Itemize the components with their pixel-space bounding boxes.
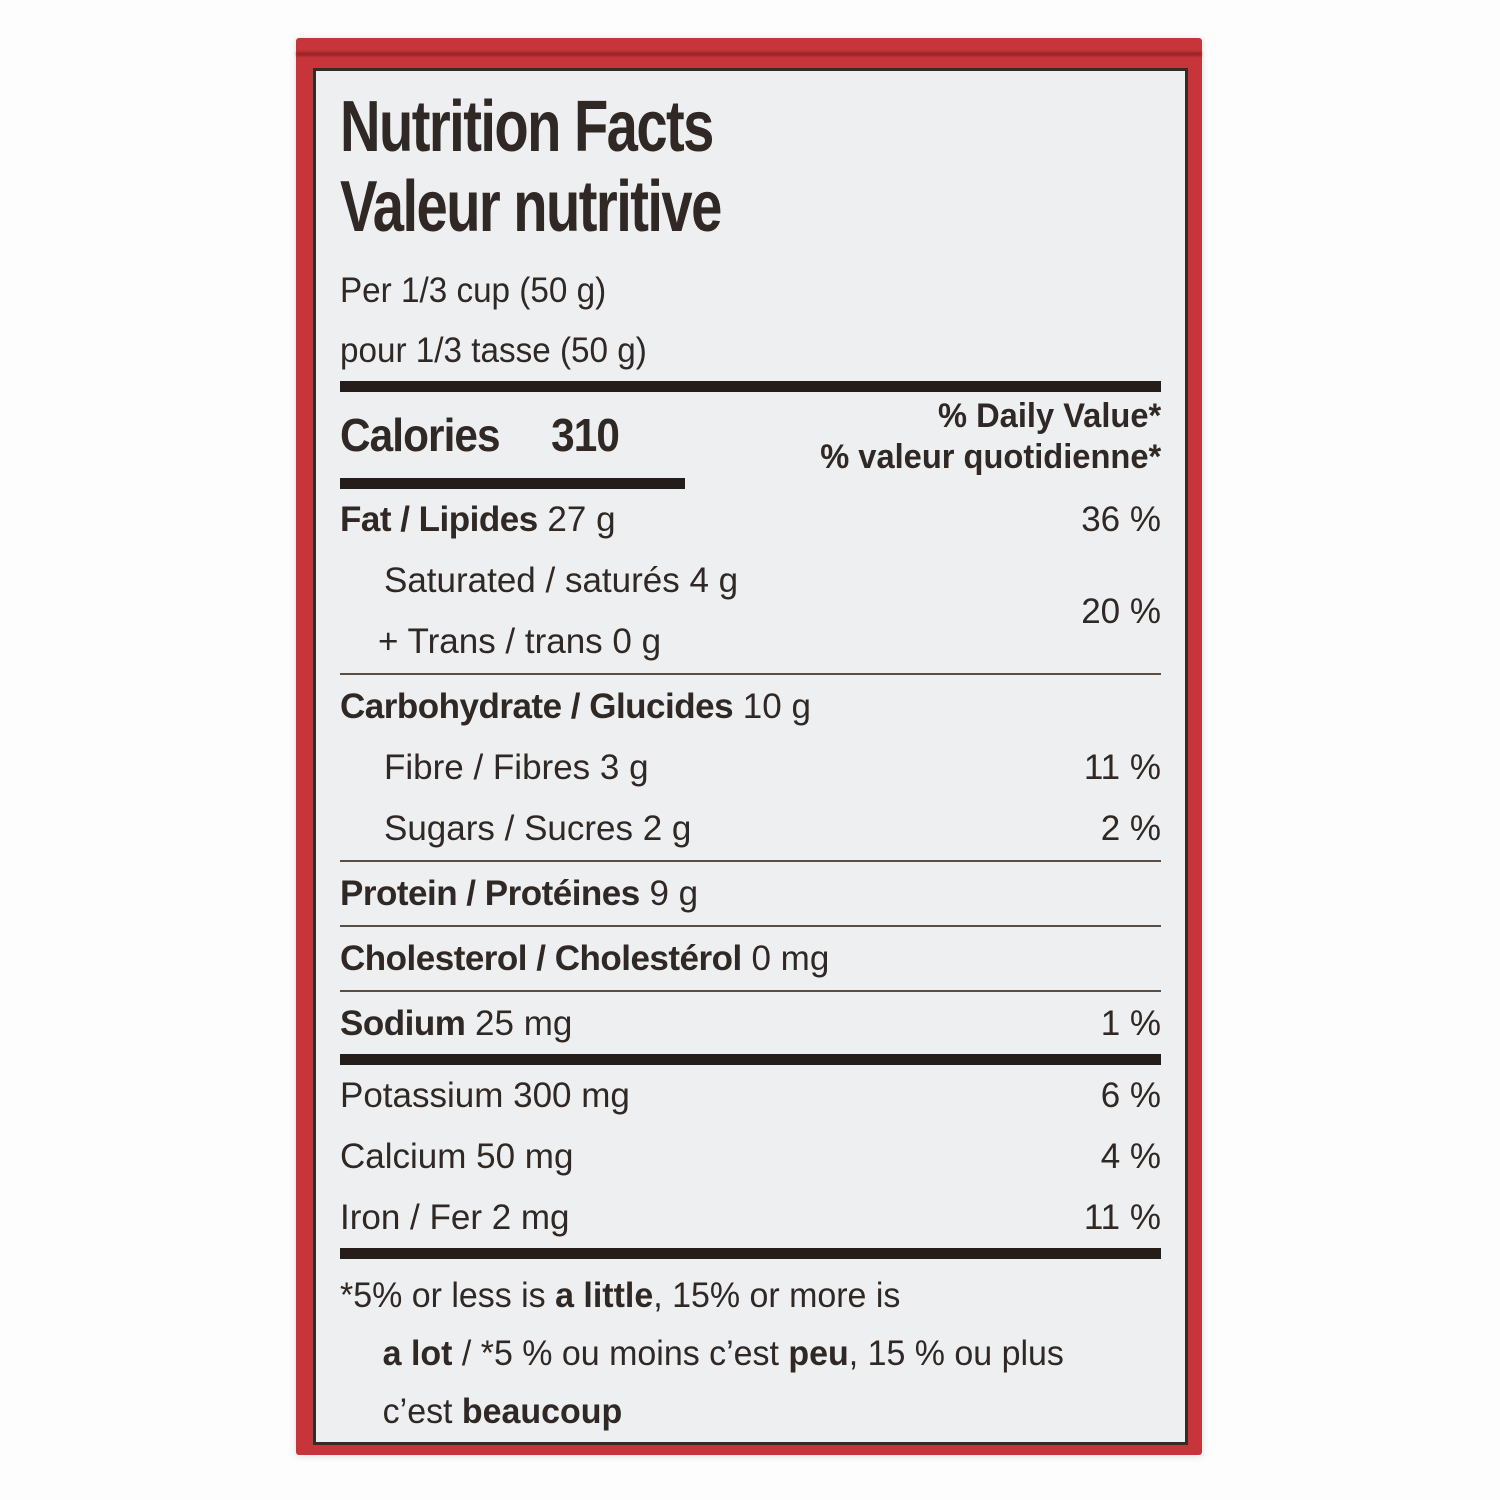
nutrient-line: Cholesterol / Cholestérol 0 mg — [340, 939, 830, 978]
divider-thick — [340, 1248, 1161, 1259]
footnote: *5% or less is a little, 15% or more is a… — [340, 1267, 1161, 1441]
nutrient-lines: Potassium 300 mg — [340, 1065, 1101, 1126]
nutrient-row: Sugars / Sucres 2 g 2 % — [340, 798, 1161, 859]
divider-thick — [340, 1054, 1161, 1065]
nutrient-line: Sugars / Sucres 2 g — [384, 809, 692, 848]
nutrient-row: Potassium 300 mg 6 % — [340, 1065, 1161, 1126]
daily-value-percent: 1 % — [1100, 1004, 1161, 1043]
daily-value-percent: 11 % — [1083, 1198, 1161, 1237]
nutrient-line: Carbohydrate / Glucides 10 g — [340, 687, 811, 726]
serving-size-en: Per 1/3 cup (50 g) — [340, 271, 607, 310]
box-crease — [296, 52, 1202, 56]
nutrient-lines: Saturated / saturés 4 g + Trans / trans 0… — [340, 550, 1081, 672]
daily-value-percent: 20 % — [1081, 591, 1161, 631]
nutrient-lines: Protein / Protéines 9 g — [340, 863, 1161, 924]
calories-label: Calories — [340, 409, 501, 461]
footnote-line: c’est beaucoup — [382, 1392, 623, 1431]
package-box: Nutrition Facts Valeur nutritive Per 1/3… — [296, 38, 1202, 1455]
daily-value-percent: 6 % — [1100, 1076, 1161, 1115]
nutrient-row: Fat / Lipides 27 g 36 % — [340, 489, 1161, 550]
nutrient-lines: Calcium 50 mg — [340, 1126, 1101, 1187]
calories-value: 310 — [551, 409, 620, 461]
nutrient-line: Protein / Protéines 9 g — [340, 874, 699, 913]
nutrient-row: Cholesterol / Cholestérol 0 mg — [340, 928, 1161, 989]
nutrient-row: Iron / Fer 2 mg 11 % — [340, 1187, 1161, 1248]
daily-value-percent: 2 % — [1100, 809, 1161, 848]
nutrient-line: Iron / Fer 2 mg — [340, 1198, 570, 1237]
serving-block: Per 1/3 cup (50 g) pour 1/3 tasse (50 g) — [340, 261, 1161, 381]
daily-value-header-fr: % valeur quotidienne* — [820, 438, 1161, 476]
footnote-line: a lot / *5 % ou moins c’est peu, 15 % ou… — [382, 1334, 1064, 1373]
divider-thin — [340, 925, 1161, 927]
divider-thin — [340, 673, 1161, 675]
nutrient-lines: Cholesterol / Cholestérol 0 mg — [340, 928, 1161, 989]
calories-group: Calories 310 — [340, 392, 620, 478]
nutrient-table: Fat / Lipides 27 g 36 % Saturated / saturé… — [340, 489, 1161, 1259]
divider-thick-top — [340, 381, 1161, 392]
nutrient-lines: Sugars / Sucres 2 g — [340, 798, 1101, 859]
nutrient-line: + Trans / trans 0 g — [378, 622, 662, 661]
nutrient-line: Potassium 300 mg — [340, 1076, 630, 1115]
nutrient-line: Fibre / Fibres 3 g — [384, 748, 649, 787]
nutrient-lines: Fat / Lipides 27 g — [340, 489, 1081, 550]
nutrient-row: Fibre / Fibres 3 g 11 % — [340, 737, 1161, 798]
divider-thin — [340, 990, 1161, 992]
nutrition-facts-panel: Nutrition Facts Valeur nutritive Per 1/3… — [313, 68, 1188, 1445]
panel-content: Nutrition Facts Valeur nutritive Per 1/3… — [316, 71, 1185, 1442]
nutrient-line: Calcium 50 mg — [340, 1137, 574, 1176]
daily-value-header-en: % Daily Value* — [937, 397, 1161, 435]
divider-thick-calories — [340, 478, 685, 489]
nutrient-lines: Carbohydrate / Glucides 10 g — [340, 676, 1161, 737]
nutrient-row: Sodium 25 mg 1 % — [340, 993, 1161, 1054]
daily-value-percent: 11 % — [1083, 748, 1161, 787]
nutrient-line: Saturated / saturés 4 g — [384, 561, 739, 600]
title-fr: Valeur nutritive — [340, 167, 722, 247]
nutrient-row: Carbohydrate / Glucides 10 g — [340, 676, 1161, 737]
divider-thin — [340, 860, 1161, 862]
nutrient-row: Saturated / saturés 4 g + Trans / trans 0… — [340, 550, 1161, 672]
daily-value-percent: 4 % — [1100, 1137, 1161, 1176]
title-en: Nutrition Facts — [340, 87, 714, 167]
daily-value-percent: 36 % — [1081, 500, 1161, 539]
serving-size-fr: pour 1/3 tasse (50 g) — [340, 331, 647, 370]
nutrient-row: Protein / Protéines 9 g — [340, 863, 1161, 924]
calories-row: Calories 310 % Daily Value* % valeur quo… — [340, 392, 1161, 478]
daily-value-header: % Daily Value* % valeur quotidienne* — [820, 392, 1161, 478]
nutrient-lines: Iron / Fer 2 mg — [340, 1187, 1084, 1248]
nutrient-line: Fat / Lipides 27 g — [340, 500, 616, 539]
nutrient-lines: Fibre / Fibres 3 g — [340, 737, 1084, 798]
nutrient-row: Calcium 50 mg 4 % — [340, 1126, 1161, 1187]
nutrient-lines: Sodium 25 mg — [340, 993, 1101, 1054]
footnote-line: *5% or less is a little, 15% or more is — [340, 1276, 901, 1315]
nutrient-line: Sodium 25 mg — [340, 1004, 573, 1043]
